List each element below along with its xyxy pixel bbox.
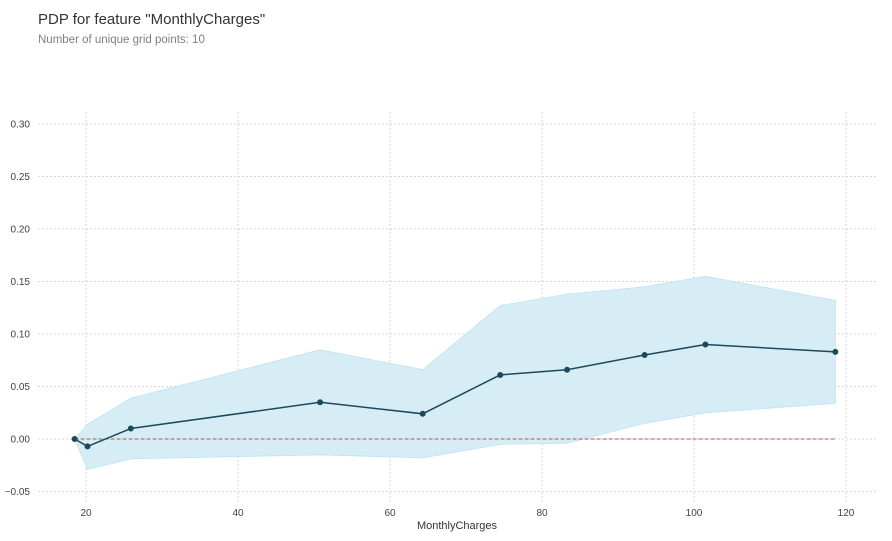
pdp-line bbox=[74, 343, 836, 448]
x-axis-label: MonthlyCharges bbox=[417, 520, 498, 532]
pdp-point bbox=[832, 348, 839, 355]
pdp-points-layer bbox=[71, 341, 839, 450]
y-tick-label: 0.30 bbox=[11, 120, 31, 131]
pdp-point bbox=[564, 366, 571, 373]
x-tick-label: 120 bbox=[838, 508, 855, 519]
chart-subtitle: Number of unique grid points: 10 bbox=[38, 34, 205, 46]
pdp-point bbox=[497, 371, 504, 378]
x-tick-label: 40 bbox=[232, 508, 244, 519]
x-tick-label: 100 bbox=[686, 508, 703, 519]
pdp-point bbox=[702, 341, 709, 348]
chart-title: PDP for feature "MonthlyCharges" bbox=[38, 11, 266, 28]
x-tick-label: 60 bbox=[384, 508, 396, 519]
pdp-point bbox=[127, 425, 134, 432]
y-tick-label: 0.20 bbox=[11, 225, 31, 236]
pdp-point bbox=[419, 410, 426, 417]
x-tick-label: 20 bbox=[80, 508, 92, 519]
x-tick-label: 80 bbox=[536, 508, 548, 519]
y-tick-label: −0.05 bbox=[5, 487, 31, 498]
y-tick-labels: −0.05 0.00 0.05 0.10 0.15 0.20 0.25 0.30 bbox=[5, 120, 31, 499]
pdp-point bbox=[71, 436, 78, 442]
confidence-band bbox=[74, 275, 836, 470]
pdp-point bbox=[84, 443, 91, 450]
pdp-line-layer bbox=[74, 343, 836, 448]
confidence-band-layer bbox=[74, 275, 836, 470]
y-tick-label: 0.15 bbox=[11, 277, 31, 288]
y-tick-label: 0.25 bbox=[11, 172, 31, 183]
y-tick-label: 0.10 bbox=[11, 330, 31, 341]
y-tick-label: 0.00 bbox=[11, 435, 31, 446]
pdp-point bbox=[641, 352, 648, 358]
pdp-point bbox=[317, 399, 324, 406]
x-tick-labels: 20 40 60 80 100 120 bbox=[80, 508, 854, 519]
y-tick-label: 0.05 bbox=[11, 382, 31, 393]
